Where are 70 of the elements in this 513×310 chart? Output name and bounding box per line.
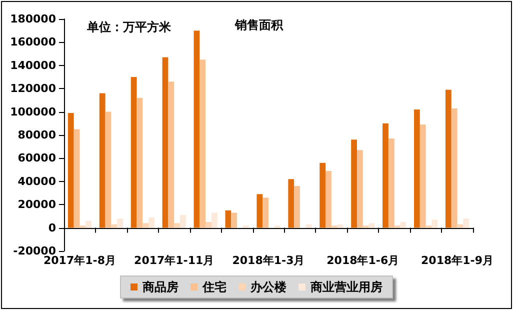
bar [388, 138, 394, 228]
bar [194, 30, 200, 228]
legend-label: 商品房 [142, 280, 178, 294]
bar [414, 109, 420, 228]
x-tick-label: 2018年1-6月 [326, 254, 400, 267]
x-tick-label: 2017年1-11月 [134, 254, 214, 267]
bar [451, 108, 458, 228]
y-tick-label: 0 [48, 221, 56, 234]
bar [362, 225, 369, 228]
bar [356, 150, 363, 228]
bar [242, 225, 249, 228]
bar [211, 212, 218, 228]
bar [117, 218, 123, 228]
bar [105, 112, 112, 228]
legend-label: 办公楼 [250, 280, 288, 294]
y-tick-label: 80000 [18, 128, 56, 142]
bar [382, 123, 388, 228]
y-tick-label: 140000 [10, 58, 56, 72]
bar [68, 112, 74, 228]
bar [351, 140, 357, 228]
bar [457, 224, 464, 228]
y-tick-label: 40000 [18, 174, 56, 188]
bar [168, 82, 174, 228]
y-tick-label: 120000 [10, 82, 56, 96]
y-tick-label: 160000 [10, 36, 56, 49]
bar [142, 223, 149, 228]
bar [111, 224, 118, 228]
y-tick-label: 20000 [18, 198, 56, 212]
bar [394, 225, 400, 228]
bar [331, 225, 338, 228]
bar [130, 77, 137, 228]
bar [306, 224, 312, 228]
legend-label: 住宅 [202, 280, 226, 294]
bar [136, 98, 143, 228]
bar [320, 162, 326, 228]
bar [225, 210, 232, 228]
bar [256, 194, 263, 228]
bar [445, 90, 452, 228]
bar [463, 218, 470, 228]
bar [400, 222, 406, 228]
bar [288, 179, 294, 228]
legend-label: 商业营业用房 [310, 280, 382, 294]
x-tick-label: 2017年1-8月 [43, 254, 116, 267]
bar [231, 212, 238, 228]
bar [174, 223, 180, 228]
bar [426, 225, 432, 228]
bar [206, 222, 212, 228]
bar [294, 186, 300, 228]
bar [337, 224, 344, 228]
bar [162, 57, 168, 228]
bar [86, 220, 92, 228]
bar [80, 225, 86, 228]
x-tick-label: 2018年1-9月 [421, 254, 494, 267]
bar [99, 93, 106, 228]
bar [368, 223, 375, 228]
bar [432, 220, 438, 228]
bar [420, 124, 426, 228]
y-tick-label: 60000 [18, 152, 56, 165]
bar [148, 217, 154, 228]
bar [262, 198, 268, 228]
x-tick-label: 2018年1-3月 [232, 254, 305, 267]
bar [200, 60, 206, 228]
y-tick-label: 180000 [10, 12, 56, 26]
y-tick-label: 100000 [10, 105, 56, 118]
annotation: 单位：万平方米 [86, 20, 172, 34]
bar [326, 170, 332, 228]
bar [274, 225, 280, 228]
bar [74, 129, 80, 228]
bar [180, 215, 186, 228]
chart-title: 销售面积 [234, 18, 284, 32]
